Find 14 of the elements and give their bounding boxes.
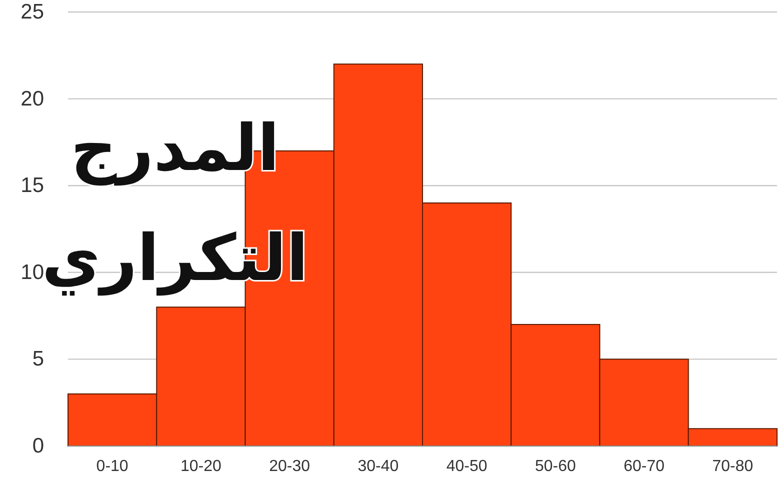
x-tick-label: 10-20 xyxy=(180,458,222,475)
x-tick-label: 60-70 xyxy=(624,458,665,475)
x-tick-label: 20-30 xyxy=(269,458,310,475)
y-tick-label: 15 xyxy=(20,174,44,198)
y-tick-label: 0 xyxy=(32,434,44,458)
y-tick-label: 5 xyxy=(32,348,44,371)
x-tick-label: 70-80 xyxy=(712,458,754,475)
x-tick-label: 0-10 xyxy=(96,458,128,475)
y-tick-label: 10 xyxy=(20,260,44,284)
x-tick-label: 50-60 xyxy=(534,458,576,475)
y-tick-label: 25 xyxy=(20,0,44,24)
x-tick-label: 30-40 xyxy=(358,458,399,475)
y-tick-label: 20 xyxy=(20,87,44,110)
x-tick-label: 40-50 xyxy=(446,458,488,475)
